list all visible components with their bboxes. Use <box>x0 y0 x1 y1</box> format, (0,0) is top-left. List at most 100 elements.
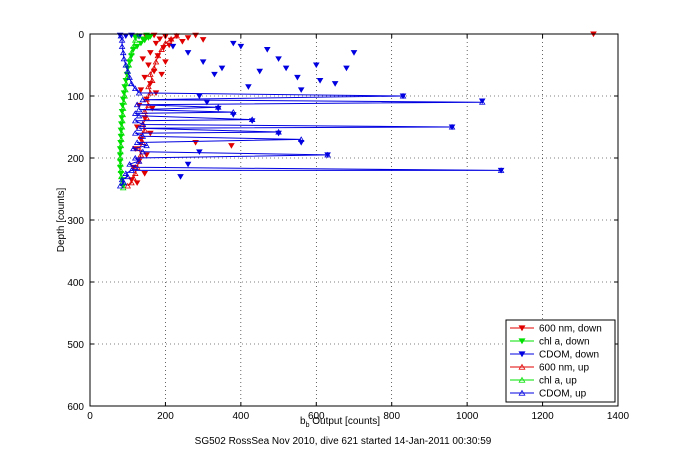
legend-label: 600 nm, up <box>539 363 589 374</box>
legend-marker <box>518 363 526 370</box>
data-point <box>162 59 169 66</box>
data-point <box>218 65 226 72</box>
data-point <box>120 99 128 105</box>
data-point <box>139 56 147 62</box>
data-point <box>230 40 237 47</box>
data-point <box>141 37 148 44</box>
data-point <box>130 145 137 152</box>
data-point <box>119 111 127 118</box>
data-point <box>137 40 145 47</box>
data-point <box>256 68 264 75</box>
data-point <box>145 62 152 69</box>
data-point <box>478 98 486 105</box>
data-point <box>148 77 156 83</box>
data-point <box>211 71 218 78</box>
legend-label: CDOM, down <box>539 350 599 361</box>
data-point <box>147 50 154 56</box>
legend-marker <box>518 338 526 345</box>
data-point <box>133 32 141 39</box>
data-point <box>122 170 130 176</box>
data-point <box>131 37 139 43</box>
data-point <box>199 59 207 66</box>
data-point <box>126 55 134 62</box>
data-point <box>120 179 128 186</box>
data-point <box>133 43 141 50</box>
y-tick-label: 100 <box>67 92 84 103</box>
legend-label: chl a, up <box>539 376 577 387</box>
x-tick-label: 800 <box>383 411 400 422</box>
data-point <box>162 40 169 46</box>
data-point <box>316 78 324 84</box>
data-point <box>312 62 320 69</box>
data-point <box>497 167 505 173</box>
data-point <box>196 149 203 155</box>
data-point <box>124 182 132 189</box>
data-point <box>133 139 141 145</box>
data-point <box>116 154 124 161</box>
axis-ticks: 0 200 400 600 800 1000 1200 1400 0 100 200 300 400 50… <box>67 30 629 422</box>
data-point <box>152 40 160 47</box>
data-point <box>448 123 456 130</box>
y-tick-label: 200 <box>67 154 84 165</box>
data-point <box>118 130 125 136</box>
data-point <box>118 123 126 130</box>
data-point <box>263 47 271 53</box>
data-point <box>128 167 135 173</box>
data-point <box>331 81 339 87</box>
legend-label: 600 nm, down <box>539 324 602 335</box>
data-point <box>126 74 133 80</box>
y-tick-label: 600 <box>67 402 84 413</box>
data-point <box>135 157 143 164</box>
data-point <box>118 176 126 183</box>
data-point <box>122 86 129 93</box>
y-axis-label: Depth [counts] <box>56 188 67 253</box>
data-point <box>119 105 127 111</box>
data-point <box>130 43 137 49</box>
data-point <box>282 65 290 72</box>
data-point <box>167 35 175 42</box>
x-tick-label: 1200 <box>531 411 554 422</box>
series-layer <box>116 31 597 191</box>
data-point <box>478 99 486 105</box>
data-point <box>122 61 130 68</box>
data-point <box>228 143 235 149</box>
data-point <box>131 154 139 161</box>
data-point <box>139 148 147 155</box>
data-point <box>119 49 127 56</box>
data-point <box>143 114 150 121</box>
data-point <box>128 80 135 87</box>
y-tick-label: 500 <box>67 340 84 351</box>
data-point <box>117 148 124 155</box>
y-tick-label: 400 <box>67 278 84 289</box>
data-point <box>324 151 331 158</box>
series-5 <box>116 32 505 189</box>
x-tick-label: 600 <box>308 411 325 422</box>
data-point <box>143 95 150 102</box>
data-point <box>124 173 132 180</box>
data-point <box>399 92 407 99</box>
data-point <box>135 89 143 96</box>
data-point <box>133 101 141 108</box>
data-point <box>158 71 165 78</box>
data-point <box>184 50 192 56</box>
data-point <box>141 126 148 133</box>
data-point <box>139 96 147 103</box>
data-point <box>248 116 256 123</box>
data-point <box>121 92 128 99</box>
data-point <box>137 151 145 158</box>
data-point <box>126 161 133 167</box>
data-point <box>173 32 181 39</box>
data-point <box>135 125 143 131</box>
x-tick-label: 400 <box>233 411 250 422</box>
data-point <box>141 74 148 81</box>
data-point <box>139 133 147 139</box>
data-point <box>230 108 237 115</box>
data-point <box>184 35 192 41</box>
x-tick-label: 200 <box>157 411 174 422</box>
legend: 600 nm, down chl a, down CDOM, down 600 nm,… <box>505 319 616 403</box>
data-point <box>350 50 358 56</box>
data-point <box>118 37 126 43</box>
data-point <box>128 179 135 186</box>
data-point <box>133 180 141 186</box>
